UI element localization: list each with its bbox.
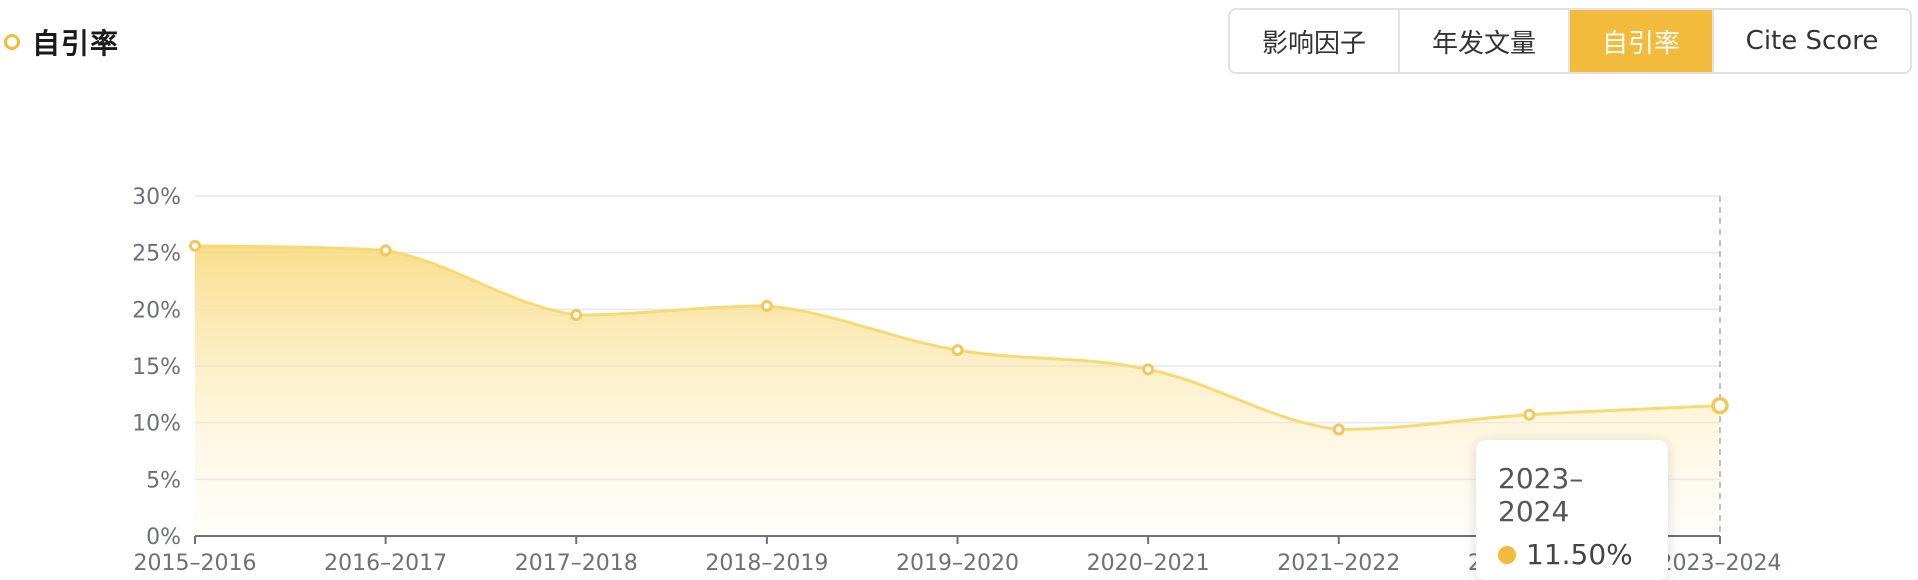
data-point[interactable]	[1142, 363, 1155, 376]
x-tick-label: 2018–2019	[705, 551, 828, 576]
x-tick-label: 2019–2020	[896, 551, 1019, 576]
metric-tab-group: 影响因子 年发文量 自引率 Cite Score	[1228, 8, 1912, 74]
y-tick-label: 15%	[132, 355, 181, 380]
x-tick-label: 2016–2017	[324, 551, 447, 576]
data-point[interactable]	[1332, 423, 1345, 436]
tab-self-citation-rate[interactable]: 自引率	[1570, 10, 1714, 72]
section-title: 自引率	[4, 22, 119, 62]
y-tick-label: 20%	[132, 298, 181, 323]
y-axis: 0% 5% 10% 15% 20% 25% 30%	[132, 185, 181, 550]
x-tick-label: 2017–2018	[515, 551, 638, 576]
tab-impact-factor[interactable]: 影响因子	[1230, 10, 1400, 72]
data-point[interactable]	[1711, 396, 1729, 415]
data-point[interactable]	[760, 299, 773, 312]
tab-cite-score[interactable]: Cite Score	[1745, 26, 1879, 56]
data-points	[189, 239, 1729, 436]
tooltip-series-marker-icon	[1498, 545, 1516, 564]
data-point[interactable]	[570, 309, 583, 321]
y-tick-label: 0%	[146, 525, 181, 550]
y-tick-label: 30%	[132, 185, 181, 210]
title-bullet-icon	[4, 34, 20, 50]
y-tick-label: 25%	[132, 242, 181, 267]
data-point[interactable]	[189, 239, 201, 252]
tab-annual-publications[interactable]: 年发文量	[1400, 10, 1570, 72]
data-point[interactable]	[1523, 408, 1536, 421]
y-tick-label: 5%	[146, 468, 181, 493]
x-tick-label: 2015–2016	[134, 551, 257, 576]
x-tick-label: 2021–2022	[1277, 551, 1400, 576]
x-axis	[194, 535, 1721, 544]
section-title-text: 自引率	[32, 27, 120, 60]
tooltip-title: 2023–2024	[1498, 462, 1584, 528]
data-tooltip: 2023–2024 11.50%	[1476, 440, 1668, 580]
data-point[interactable]	[379, 244, 392, 257]
y-tick-label: 10%	[132, 412, 181, 437]
x-tick-label: 2020–2021	[1087, 551, 1210, 576]
x-tick-label: 2023–2024	[1659, 551, 1782, 576]
tooltip-value: 11.50%	[1526, 538, 1633, 571]
data-point[interactable]	[951, 344, 964, 357]
